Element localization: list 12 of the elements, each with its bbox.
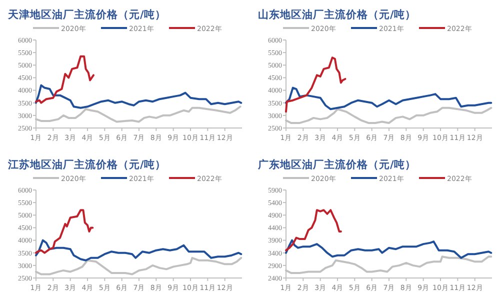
line-series [35,55,95,104]
line-series [35,209,94,254]
chart-title: 广东地区油厂主流价格（元/吨） [257,158,416,171]
line-series [285,239,492,259]
line-series [285,209,342,252]
chart-title: 山东地区油厂主流价格（元/吨） [258,8,416,21]
line-series [285,56,346,113]
chart-title: 天津地区油厂主流价格（元/吨） [7,8,166,21]
line-series [35,84,242,109]
line-series [285,86,492,110]
line-series [35,239,242,262]
chart-title: 江苏地区油厂主流价格（元/吨） [7,158,166,171]
